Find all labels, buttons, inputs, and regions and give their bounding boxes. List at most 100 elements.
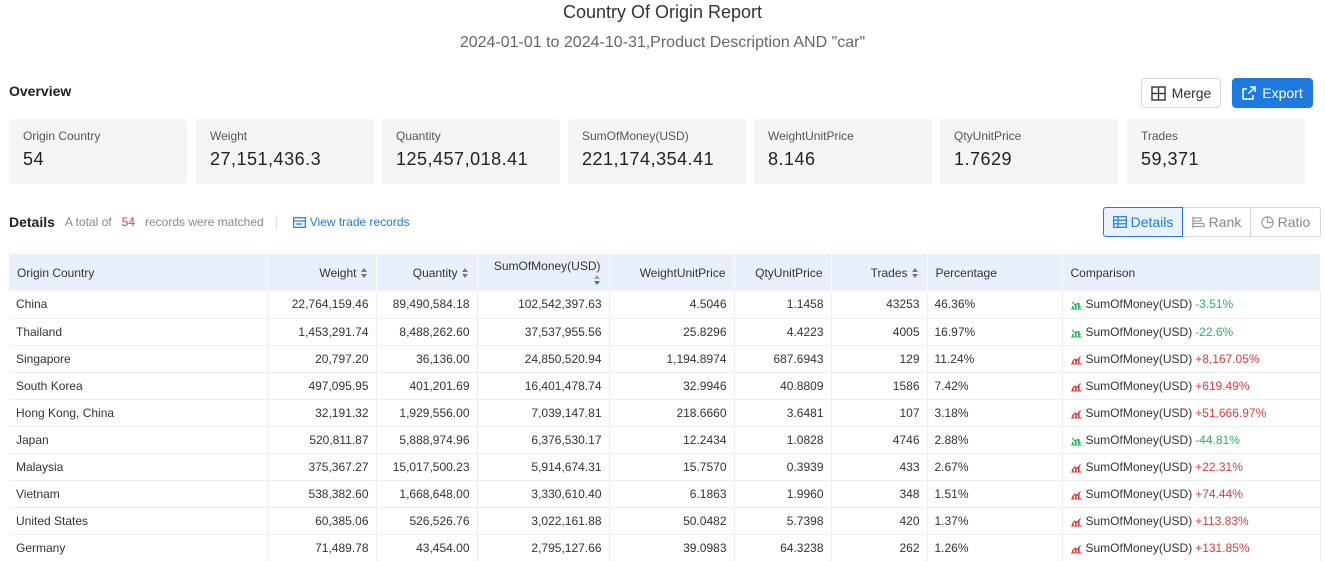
- cell-comparison: SumOfMoney(USD) -3.51%: [1062, 291, 1321, 319]
- cell-weight: 32,191.32: [267, 399, 377, 427]
- pie-chart-icon: [1260, 215, 1274, 229]
- cell-sum-of-money: 6,376,530.17: [477, 426, 610, 454]
- comparison-change: +619.49%: [1195, 378, 1250, 393]
- cell-percentage: 11.24%: [927, 345, 1063, 373]
- stat-card-origin-country: Origin Country 54: [9, 119, 187, 184]
- header-label: SumOfMoney(USD): [493, 258, 601, 273]
- cell-weight-unit-price: 218.6660: [609, 399, 735, 427]
- cell-sum-of-money: 24,850,520.94: [477, 345, 610, 373]
- table-row: Malaysia 375,367.27 15,017,500.23 5,914,674…: [9, 453, 1321, 481]
- cell-percentage: 2.67%: [927, 453, 1063, 481]
- cell-quantity: 43,454.00: [376, 534, 478, 561]
- cell-comparison: SumOfMoney(USD) +51,666.97%: [1062, 399, 1321, 427]
- comparison-change: -22.6%: [1195, 324, 1234, 339]
- cell-percentage: 1.37%: [927, 507, 1063, 535]
- cell-quantity: 526,526.76: [376, 507, 478, 535]
- stat-label: Trades: [1141, 129, 1178, 143]
- stat-value: 27,151,436.3: [210, 149, 322, 169]
- cell-qty-unit-price: 1.1458: [734, 291, 832, 319]
- stat-label: Weight: [210, 129, 248, 143]
- records-icon: [292, 216, 306, 228]
- table-row: Germany 71,489.78 43,454.00 2,795,127.66 39.…: [9, 534, 1321, 561]
- cell-trades: 43253: [831, 291, 928, 319]
- cell-origin-country: Singapore: [9, 345, 268, 373]
- cell-percentage: 1.51%: [927, 480, 1063, 508]
- cell-trades: 433: [831, 453, 928, 481]
- table-body: China 22,764,159.46 89,490,584.18 102,542,3…: [9, 291, 1321, 561]
- cell-origin-country: China: [9, 291, 268, 319]
- merge-button[interactable]: Merge: [1141, 78, 1221, 108]
- header-label: Trades: [870, 265, 908, 280]
- trend-down-icon: [1070, 301, 1082, 310]
- view-trade-records-link[interactable]: View trade records: [292, 215, 410, 229]
- cell-sum-of-money: 5,914,674.31: [477, 453, 610, 481]
- origin-country-table: Origin Country Weight Quantity SumOfMone…: [9, 254, 1321, 561]
- view-trade-records-label: View trade records: [309, 215, 410, 229]
- report-title: Country Of Origin Report: [562, 2, 763, 22]
- stat-value: 8.146: [768, 149, 816, 169]
- table-row: South Korea 497,095.95 401,201.69 16,401,47…: [9, 372, 1321, 400]
- col-header-trades[interactable]: Trades: [831, 254, 928, 291]
- view-ratio-label: Ratio: [1277, 214, 1311, 230]
- sort-icon[interactable]: [360, 267, 368, 279]
- cell-comparison: SumOfMoney(USD) -22.6%: [1062, 318, 1321, 346]
- view-ratio-tab[interactable]: Ratio: [1251, 207, 1321, 237]
- cell-comparison: SumOfMoney(USD) +8,167.05%: [1062, 345, 1321, 373]
- cell-qty-unit-price: 3.6481: [734, 399, 832, 427]
- export-icon: [1242, 86, 1257, 100]
- table-row: China 22,764,159.46 89,490,584.18 102,542,3…: [9, 291, 1321, 319]
- stat-card-weight: Weight 27,151,436.3: [196, 119, 374, 184]
- cell-sum-of-money: 37,537,955.56: [477, 318, 610, 346]
- merge-icon: [1150, 85, 1166, 101]
- stat-label: SumOfMoney(USD): [582, 129, 689, 143]
- comparison-label: SumOfMoney(USD): [1085, 351, 1193, 366]
- cell-sum-of-money: 2,795,127.66: [477, 534, 610, 561]
- details-summary: Details A total of 54 records were match…: [9, 214, 410, 230]
- cell-qty-unit-price: 1.9960: [734, 480, 832, 508]
- cell-comparison: SumOfMoney(USD) +619.49%: [1062, 372, 1321, 400]
- comparison-label: SumOfMoney(USD): [1085, 297, 1193, 312]
- cell-trades: 4005: [831, 318, 928, 346]
- col-header-weight[interactable]: Weight: [267, 254, 377, 291]
- cell-trades: 262: [831, 534, 928, 561]
- header-label: Comparison: [1070, 265, 1136, 280]
- cell-qty-unit-price: 0.3939: [734, 453, 832, 481]
- header-label: Weight: [319, 265, 357, 280]
- view-details-tab[interactable]: Details: [1103, 207, 1183, 237]
- col-header-sum-of-money[interactable]: SumOfMoney(USD): [477, 254, 610, 291]
- total-prefix: A total of: [64, 215, 112, 229]
- cell-trades: 107: [831, 399, 928, 427]
- cell-quantity: 1,929,556.00: [376, 399, 478, 427]
- view-rank-tab[interactable]: Rank: [1183, 207, 1251, 237]
- header-label: Quantity: [412, 265, 458, 280]
- comparison-value: SumOfMoney(USD) +131.85%: [1070, 541, 1313, 555]
- export-button[interactable]: Export: [1232, 78, 1313, 108]
- cell-quantity: 1,668,648.00: [376, 480, 478, 508]
- cell-quantity: 15,017,500.23: [376, 453, 478, 481]
- sort-desc-icon[interactable]: [593, 274, 601, 286]
- col-header-origin-country: Origin Country: [9, 254, 268, 291]
- comparison-value: SumOfMoney(USD) +113.83%: [1070, 514, 1313, 528]
- comparison-value: SumOfMoney(USD) -3.51%: [1070, 297, 1313, 311]
- col-header-weight-unit-price: WeightUnitPrice: [609, 254, 735, 291]
- cell-qty-unit-price: 687.6943: [734, 345, 832, 373]
- cell-sum-of-money: 3,330,610.40: [477, 480, 610, 508]
- comparison-value: SumOfMoney(USD) +51,666.97%: [1070, 406, 1313, 420]
- comparison-change: -44.81%: [1195, 432, 1240, 447]
- sort-icon[interactable]: [461, 267, 469, 279]
- header-label: WeightUnitPrice: [639, 265, 726, 280]
- cell-percentage: 2.88%: [927, 426, 1063, 454]
- col-header-quantity[interactable]: Quantity: [376, 254, 478, 291]
- details-heading: Details: [9, 214, 55, 230]
- comparison-change: +131.85%: [1195, 540, 1250, 555]
- cell-percentage: 46.36%: [927, 291, 1063, 319]
- cell-trades: 4746: [831, 426, 928, 454]
- table-row: United States 60,385.06 526,526.76 3,022,16…: [9, 507, 1321, 535]
- total-suffix: records were matched: [144, 215, 264, 229]
- sort-icon[interactable]: [911, 267, 919, 279]
- view-rank-label: Rank: [1208, 214, 1242, 230]
- cell-origin-country: Japan: [9, 426, 268, 454]
- stat-label: WeightUnitPrice: [768, 129, 854, 143]
- stat-value: 125,457,018.41: [396, 149, 529, 169]
- stat-value: 1.7629: [954, 149, 1013, 169]
